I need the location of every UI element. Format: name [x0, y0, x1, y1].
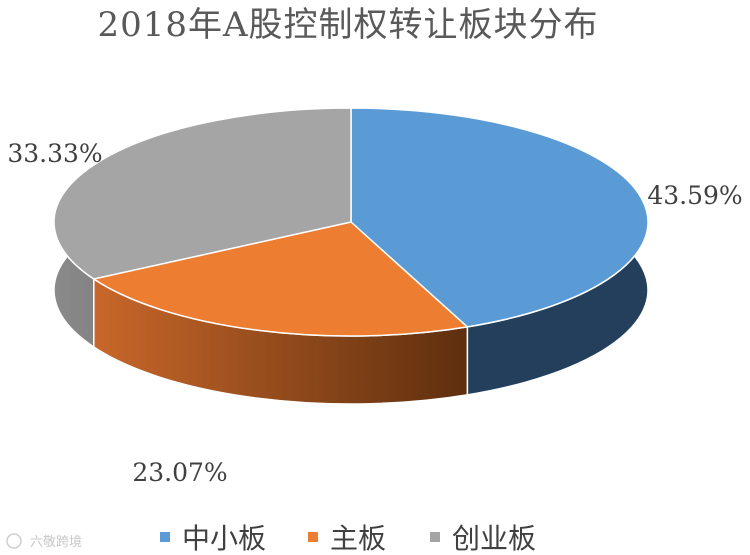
pie-labels: 43.59% 23.07% 33.33% [7, 139, 742, 487]
legend-swatch-创业板 [430, 532, 440, 542]
slice-中小板-top [350, 107, 649, 328]
watermark-logo-icon [6, 533, 22, 549]
slice-主板-top [91, 221, 469, 337]
legend: 中小板 主板 创业板 [160, 522, 536, 555]
legend-label-中小板: 中小板 [182, 522, 266, 555]
pie-tops [53, 107, 649, 337]
legend-label-创业板: 创业板 [452, 522, 536, 555]
legend-label-主板: 主板 [330, 522, 386, 555]
legend-swatch-主板 [308, 532, 318, 542]
watermark: 六敬跨境 [6, 533, 82, 550]
slice-中小板-percent-label: 43.59% [647, 181, 742, 210]
slice-创业板-percent-label: 33.33% [7, 139, 102, 168]
slice-主板-percent-label: 23.07% [132, 458, 227, 487]
legend-swatch-中小板 [160, 532, 170, 542]
watermark-text: 六敬跨境 [30, 534, 82, 550]
chart-title: 2018年A股控制权转让板块分布 [97, 5, 598, 45]
slice-创业板-top [53, 107, 352, 280]
